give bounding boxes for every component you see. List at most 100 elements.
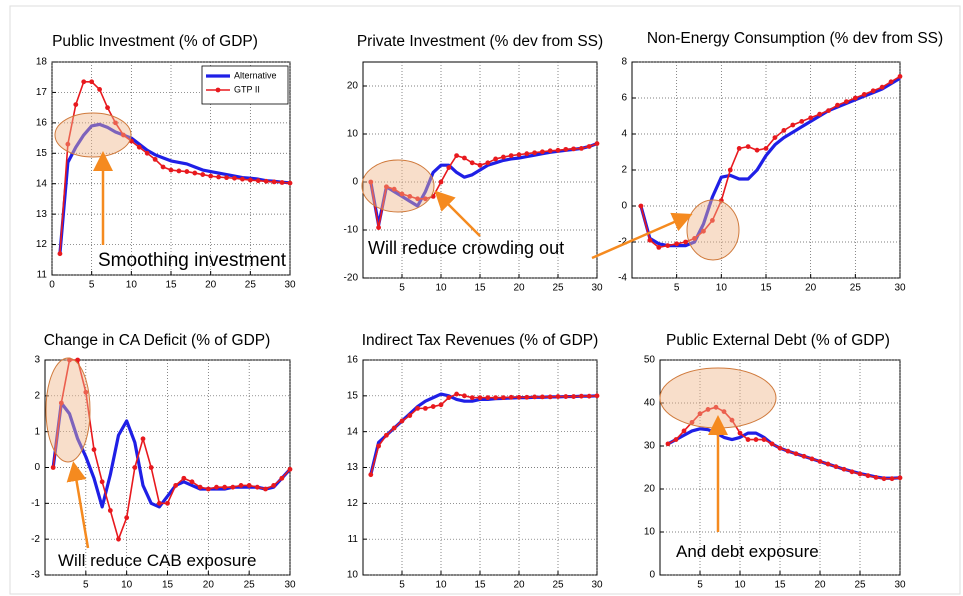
data-point	[384, 184, 389, 190]
data-point	[647, 237, 653, 243]
y-tick-label: 30	[644, 441, 656, 452]
y-tick-label: 18	[36, 57, 48, 68]
data-point	[673, 437, 679, 442]
data-point	[493, 395, 498, 401]
data-point	[144, 150, 150, 156]
data-point	[399, 418, 405, 424]
data-point	[222, 484, 228, 490]
x-tick-label: 10	[121, 580, 133, 591]
data-point	[83, 389, 89, 395]
data-point	[73, 102, 79, 107]
data-point	[469, 160, 475, 166]
data-point	[485, 160, 491, 166]
data-point	[121, 132, 126, 138]
x-tick-label: 20	[814, 580, 826, 591]
x-tick-label: 20	[203, 580, 215, 591]
data-point	[808, 115, 814, 121]
data-point	[524, 151, 530, 157]
data-point	[99, 479, 105, 485]
data-point	[446, 165, 452, 171]
data-point	[772, 135, 778, 141]
data-point	[516, 152, 522, 158]
x-tick-label: 25	[244, 580, 256, 591]
data-point	[889, 476, 895, 482]
data-point	[833, 464, 839, 470]
legend-label: GTP II	[234, 84, 260, 94]
x-tick-label: 30	[591, 580, 603, 591]
data-point	[870, 88, 876, 94]
data-point	[113, 120, 118, 126]
y-tick-label: 0	[649, 570, 655, 581]
annotation: Will reduce CAB exposure	[58, 551, 256, 570]
data-point	[168, 167, 174, 173]
data-point	[89, 79, 95, 85]
data-point	[861, 92, 867, 97]
y-tick-label: 15	[36, 148, 48, 159]
x-tick-label: 30	[284, 280, 296, 291]
y-tick-label: 0	[352, 177, 358, 188]
x-tick-label: 10	[716, 283, 728, 294]
y-tick-label: 20	[644, 484, 656, 495]
data-point	[852, 95, 858, 101]
x-tick-label: 0	[49, 280, 55, 291]
data-point	[849, 469, 855, 475]
y-tick-label: -10	[344, 225, 359, 236]
x-tick-label: 5	[674, 283, 680, 294]
annotation: Will reduce crowding out	[368, 238, 564, 258]
highlight-ellipse	[54, 112, 132, 158]
x-tick-label: 5	[399, 580, 405, 591]
data-point	[508, 394, 514, 400]
data-point	[753, 437, 759, 442]
y-tick-label: 12	[347, 498, 359, 509]
y-tick-label: 13	[347, 462, 359, 473]
data-point	[825, 461, 831, 467]
data-point	[681, 428, 687, 434]
data-point	[58, 400, 64, 406]
data-point	[469, 395, 475, 401]
y-tick-label: 16	[36, 117, 48, 128]
data-point	[594, 393, 600, 399]
data-point	[156, 500, 162, 506]
data-point	[140, 436, 146, 442]
data-point	[579, 146, 584, 151]
x-tick-label: 15	[760, 283, 772, 294]
y-tick-label: 20	[347, 81, 359, 92]
y-tick-label: 16	[347, 355, 359, 366]
data-point	[454, 153, 459, 159]
data-point	[857, 471, 863, 477]
arrow	[591, 212, 693, 260]
x-tick-label: 20	[805, 283, 817, 294]
y-tick-label: 40	[644, 398, 656, 409]
data-point	[571, 146, 576, 152]
data-point	[287, 466, 293, 472]
arrows	[66, 151, 728, 549]
y-tick-label: 2	[34, 390, 40, 401]
data-point	[477, 395, 483, 401]
data-point	[879, 84, 885, 90]
data-point	[263, 486, 268, 492]
data-point	[697, 411, 703, 417]
data-point	[555, 394, 561, 399]
chart-title: Non-Energy Consumption (% dev from SS)	[647, 30, 943, 47]
data-point	[769, 441, 775, 447]
data-point	[181, 475, 187, 481]
data-point	[399, 191, 405, 197]
data-point	[415, 196, 420, 202]
x-tick-label: 25	[552, 283, 564, 294]
data-point	[91, 447, 97, 452]
data-point	[790, 122, 796, 128]
data-point	[407, 194, 413, 199]
data-point	[271, 483, 277, 488]
y-tick-label: 14	[347, 426, 359, 437]
y-tick-label: 3	[34, 355, 40, 366]
data-point	[205, 486, 211, 492]
arrow	[434, 190, 481, 237]
x-tick-label: 15	[774, 580, 786, 591]
data-point	[238, 483, 244, 488]
data-point	[761, 437, 767, 442]
data-point	[230, 484, 236, 490]
data-point	[136, 144, 142, 150]
chart-title: Public External Debt (% of GDP)	[666, 332, 890, 349]
annotation: And debt exposure	[676, 542, 819, 561]
